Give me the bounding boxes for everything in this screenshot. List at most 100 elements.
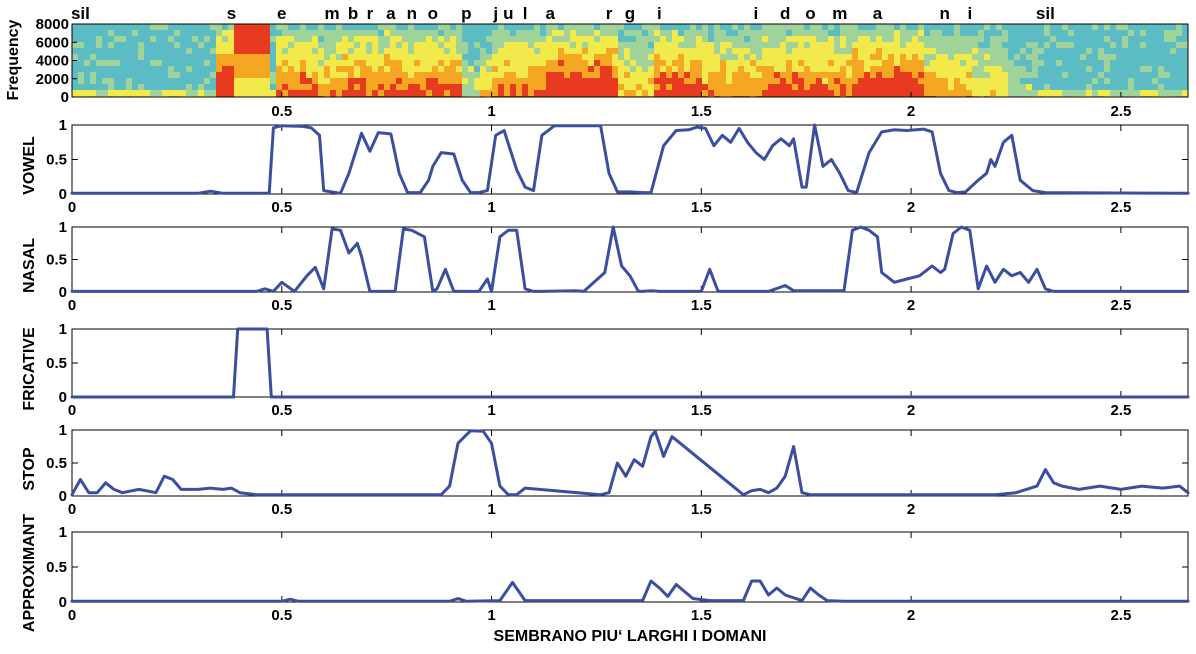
spectrogram-cell (846, 90, 852, 96)
spectrogram-cell (426, 60, 432, 66)
spectrogram-cell (438, 78, 444, 84)
spectrogram-cell (582, 90, 588, 96)
spectrogram-cell (204, 72, 210, 78)
spectrogram-cell (750, 48, 756, 54)
spectrogram-cell (918, 30, 924, 36)
spectrogram-cell (330, 42, 336, 48)
spectrogram-cell (354, 78, 360, 84)
spectrogram-cell (948, 90, 954, 96)
spectrogram-cell (102, 72, 108, 78)
spectrogram-cell (732, 90, 738, 96)
spectrogram-cell (1068, 48, 1074, 54)
spectrogram-cell (432, 36, 438, 42)
spectrogram-cell (966, 84, 972, 90)
spectrogram-cell (126, 84, 132, 90)
spectrogram-cell (102, 90, 108, 96)
spectrogram-cell (252, 54, 258, 60)
spectrogram-cell (642, 30, 648, 36)
spectrogram-cell (1068, 84, 1074, 90)
spectrogram-cell (228, 72, 234, 78)
spectrogram-cell (258, 66, 264, 72)
spectrogram-cell (438, 24, 444, 30)
spectrogram-cell (924, 36, 930, 42)
spectrogram-cell (1062, 60, 1068, 66)
spectrogram-cell (156, 24, 162, 30)
spectrogram-cell (378, 66, 384, 72)
spectrogram-cell (600, 84, 606, 90)
spectrogram-cell (114, 42, 120, 48)
x-tick-label: 0.5 (271, 297, 292, 314)
spectrogram-cell (1026, 66, 1032, 72)
spectrogram-cell (468, 36, 474, 42)
spectrogram-cell (1146, 48, 1152, 54)
spectrogram-cell (300, 24, 306, 30)
spectrogram-cell (1164, 66, 1170, 72)
spectrogram-cell (828, 60, 834, 66)
spectrogram-cell (804, 48, 810, 54)
spectrogram-cell (612, 24, 618, 30)
spectrogram-cell (306, 48, 312, 54)
spectrogram-cell (648, 72, 654, 78)
spectrogram-cell (996, 78, 1002, 84)
spectrogram-cell (720, 66, 726, 72)
spectrogram-cell (546, 66, 552, 72)
spectrogram-cell (276, 24, 282, 30)
spectrogram-cell (1002, 84, 1008, 90)
spectrogram-cell (312, 36, 318, 42)
spectrogram-cell (576, 42, 582, 48)
spectrogram-cell (186, 48, 192, 54)
spectrogram-cell (270, 66, 276, 72)
spectrogram-cell (1002, 90, 1008, 96)
spectrogram-cell (438, 90, 444, 96)
spectrogram-cell (576, 48, 582, 54)
spectrogram-cell (564, 54, 570, 60)
spectrogram-cell (978, 60, 984, 66)
spectrogram-cell (1146, 60, 1152, 66)
spectrogram-cell (600, 54, 606, 60)
spectrogram-cell (870, 90, 876, 96)
spectrogram-cell (354, 60, 360, 66)
spectrogram-cell (198, 24, 204, 30)
y-tick-label: 0.5 (46, 355, 67, 372)
spectrogram-cell (546, 78, 552, 84)
spectrogram-cell (1116, 60, 1122, 66)
phoneme-label: a (546, 4, 556, 23)
spectrogram-cell (156, 42, 162, 48)
spectrogram-cell (1170, 66, 1176, 72)
spectrogram-cell (930, 36, 936, 42)
spectrogram-cell (1134, 78, 1140, 84)
spectrogram-cell (420, 24, 426, 30)
spectrogram-cell (390, 60, 396, 66)
spectrogram-cell (912, 30, 918, 36)
spectrogram-cell (552, 24, 558, 30)
spectrogram-cell (534, 42, 540, 48)
spectrogram-cell (192, 42, 198, 48)
spectrogram-cell (120, 60, 126, 66)
spectrogram-cell (210, 24, 216, 30)
spectrogram-cell (396, 54, 402, 60)
spectrogram-cell (1122, 72, 1128, 78)
spectrogram-cell (312, 60, 318, 66)
spectrogram-cell (672, 42, 678, 48)
spectrogram-cell (324, 30, 330, 36)
spectrogram-cell (216, 72, 222, 78)
spectrogram-cell (690, 72, 696, 78)
spectrogram-cell (834, 48, 840, 54)
spectrogram-cell (1062, 54, 1068, 60)
spectrogram-cell (804, 24, 810, 30)
spectrogram-cell (318, 72, 324, 78)
spectrogram-cell (342, 60, 348, 66)
spectrogram-cell (534, 54, 540, 60)
spectrogram-cell (618, 90, 624, 96)
spectrogram-cell (1122, 78, 1128, 84)
spectrogram-cell (972, 30, 978, 36)
spectrogram-cell (1182, 84, 1188, 90)
spectrogram-cell (234, 90, 240, 96)
spectrogram-cell (810, 90, 816, 96)
spectrogram-cell (294, 48, 300, 54)
spectrogram-cell (840, 78, 846, 84)
spectrogram-cell (648, 24, 654, 30)
spectrogram-cell (492, 66, 498, 72)
spectrogram-cell (402, 60, 408, 66)
spectrogram-cell (786, 84, 792, 90)
